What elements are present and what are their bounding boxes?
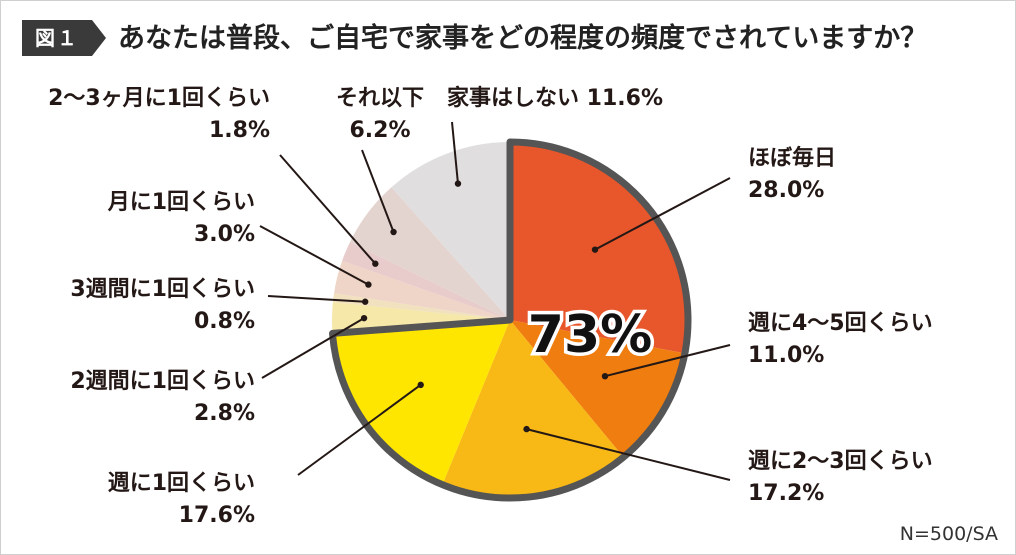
slice-label: 3週間に1回くらい [70,277,255,302]
slice-label: 週に4〜5回くらい [748,311,933,336]
leader-line [604,344,731,378]
pie-slice [342,242,510,320]
slice-value: 3.0% [194,222,255,247]
leader-line [297,384,422,476]
slice-value: 17.2% [748,481,824,506]
pie-slice [332,320,510,485]
slice-value: 17.6% [179,503,255,528]
pie-slice [391,142,510,320]
leader-line [526,428,731,481]
slice-value: 2.8% [194,401,255,426]
figure-badge [22,20,106,56]
slice-value: 1.8% [209,118,270,143]
slice-label: 週に2〜3回くらい [748,449,933,474]
sample-size-note: N=500/SA [899,523,998,545]
slice-label: 2週間に1回くらい [70,369,255,394]
pie-slice [332,293,510,320]
slice-label: 週に1回くらい [108,471,255,496]
leader-line [261,317,365,379]
highlight-outline [329,138,692,502]
leader-line [594,177,731,251]
slice-value: 11.0% [748,343,824,368]
chart-title: あなたは普段、ご自宅で家事をどの程度の頻度でされていますか？ [118,23,928,54]
leader-line [267,295,366,303]
slice-label: それ以下 [336,86,424,111]
slice-label: 家事はしない 11.6% [447,85,663,111]
pie-slice [510,320,685,458]
slice-value: 28.0% [748,178,824,203]
leader-line [259,225,369,286]
slice-label: 月に1回くらい [107,190,255,215]
slice-label: 2〜3ヶ月に1回くらい [48,86,270,111]
pie-slice [334,260,510,320]
figure-number: 図１ [35,26,79,50]
leader-line [361,149,395,233]
slice-value: 0.8% [194,309,255,334]
leader-line [279,154,377,265]
pie-slice [442,320,624,499]
leader-line [451,121,459,184]
pie-slice [332,302,510,334]
slice-value: 6.2% [349,118,410,143]
slice-label: ほぼ毎日 [748,146,836,171]
center-percentage: 73% [528,305,652,365]
